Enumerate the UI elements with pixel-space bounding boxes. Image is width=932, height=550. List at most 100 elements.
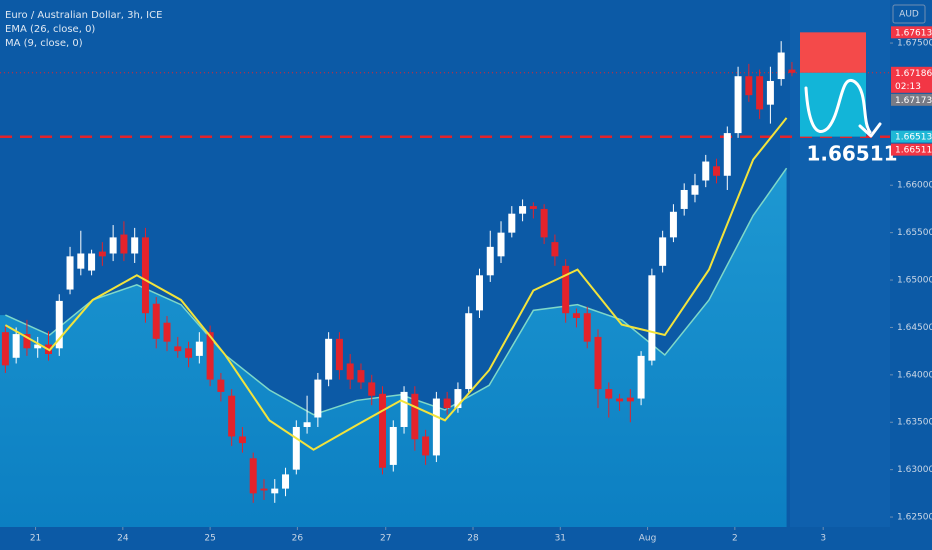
candle-body	[152, 303, 160, 339]
candle-body	[260, 488, 268, 491]
price-tag	[891, 26, 932, 39]
candle-body	[77, 253, 85, 269]
candle-body	[335, 338, 343, 371]
candle-body	[680, 189, 688, 209]
candle-body	[185, 348, 193, 358]
countdown-label: 02:13	[895, 82, 921, 92]
candle-body	[529, 206, 537, 209]
candle-body	[141, 237, 149, 314]
y-tick-label: 1.64500	[897, 323, 932, 333]
candle-body	[1, 332, 9, 366]
ma-area	[0, 168, 787, 527]
y-tick-label: 1.65500	[897, 228, 932, 238]
price-tag-label: 1.67613	[895, 28, 932, 38]
x-tick-label: 26	[292, 534, 304, 544]
level-annotation: 1.66511	[806, 142, 897, 166]
candle-body	[163, 322, 171, 342]
price-tag-label: 1.67186	[895, 69, 932, 79]
candle-body	[626, 397, 634, 402]
legend-ema: EMA (26, close, 0)	[5, 24, 95, 35]
candle-body	[346, 363, 354, 380]
chart-title: Euro / Australian Dollar, 3h, ICE	[5, 10, 162, 21]
x-tick-label: Aug	[639, 534, 657, 544]
candle-body	[540, 208, 548, 238]
candle-body	[379, 393, 387, 468]
y-tick-label: 1.63500	[897, 418, 932, 428]
y-tick-label: 1.65000	[897, 276, 932, 286]
candle-body	[519, 206, 527, 214]
candle-body	[713, 166, 721, 176]
candle-body	[616, 398, 624, 402]
x-tick-label: 2	[732, 534, 738, 544]
price-tag-label: 1.66513	[895, 133, 932, 143]
y-tick-label: 1.64000	[897, 370, 932, 380]
candle-body	[605, 389, 613, 399]
price-tag	[891, 93, 932, 106]
candle-body	[292, 426, 300, 470]
x-tick-label: 21	[30, 534, 41, 544]
candle-body	[66, 256, 74, 290]
candle-body	[217, 379, 225, 392]
candle-body	[12, 334, 20, 358]
x-tick-label: 27	[380, 534, 391, 544]
x-tick-label: 25	[204, 534, 215, 544]
candle-body	[465, 313, 473, 390]
y-tick-label: 1.62500	[897, 513, 932, 523]
candle-body	[508, 213, 516, 233]
candle-body	[325, 338, 333, 380]
plot: 1.66511	[0, 32, 898, 527]
candle-body	[271, 488, 279, 494]
candle-body	[174, 346, 182, 352]
currency-button[interactable]	[892, 4, 926, 24]
x-tick-label: 24	[117, 534, 129, 544]
candle-body	[637, 355, 645, 399]
x-tick-label: 31	[555, 534, 566, 544]
candle-body	[723, 133, 731, 176]
candle-body	[368, 382, 376, 396]
candle-body	[734, 76, 742, 134]
x-tick-label: 28	[467, 534, 479, 544]
candle-body	[572, 313, 580, 318]
candle-body	[788, 69, 796, 73]
currency-label[interactable]: AUD	[899, 10, 919, 20]
stop-box	[800, 32, 866, 73]
price-tag-label: 1.66511	[895, 146, 932, 156]
y-tick-label: 1.66000	[897, 181, 932, 191]
candle-body	[669, 211, 677, 238]
candle-body	[55, 300, 63, 349]
candle-body	[228, 395, 236, 437]
candle-body	[249, 458, 257, 494]
candle-body	[486, 246, 494, 276]
candle-body	[475, 275, 483, 311]
candle-body	[454, 389, 462, 409]
price-tag-label: 1.67173	[895, 96, 932, 106]
candle-body	[109, 237, 117, 254]
candle-body	[443, 398, 451, 409]
candle-body	[206, 332, 214, 380]
candle-body	[756, 76, 764, 110]
candle-body	[745, 76, 753, 96]
candle-body	[777, 52, 785, 80]
candle-body	[400, 391, 408, 427]
candle-body	[303, 422, 311, 427]
candle-body	[432, 398, 440, 456]
candle-body	[411, 393, 419, 440]
candle-body	[314, 379, 322, 418]
candle-body	[195, 341, 203, 356]
legend-ma: MA (9, close, 0)	[5, 38, 83, 49]
candle-body	[648, 275, 656, 361]
candle-body	[389, 426, 397, 465]
candle-body	[88, 253, 96, 271]
candle-body	[497, 232, 505, 257]
price-tag	[891, 66, 932, 93]
y-tick-label: 1.63000	[897, 465, 932, 475]
candle-body	[583, 313, 591, 342]
arrow-head	[858, 122, 882, 138]
candle-body	[120, 234, 128, 254]
candle-body	[357, 370, 365, 383]
candle-body	[659, 237, 667, 266]
arrow-curve	[804, 78, 872, 134]
candle-body	[766, 80, 774, 105]
candle-body	[34, 344, 42, 349]
